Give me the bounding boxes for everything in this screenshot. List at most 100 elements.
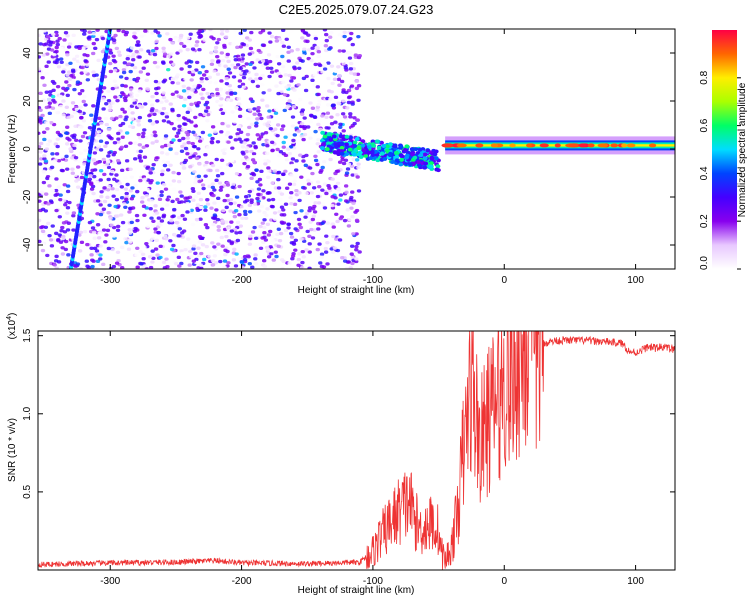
heat-cell-noise bbox=[113, 208, 118, 213]
heat-cell-noise bbox=[69, 235, 75, 240]
heat-cell-noise bbox=[232, 247, 237, 252]
heat-cell-noise bbox=[247, 210, 253, 214]
heat-cell-noise bbox=[256, 106, 261, 110]
heat-cell-noise bbox=[38, 39, 41, 43]
heat-cell-noise bbox=[124, 76, 129, 81]
heat-cell-noise bbox=[205, 106, 211, 110]
heat-cell-noise bbox=[270, 239, 276, 243]
heat-cell-noise bbox=[61, 235, 66, 239]
heat-cell-noise bbox=[159, 172, 165, 177]
snr-x-ticks: -300 -200 -100 0 100 bbox=[100, 331, 644, 587]
heat-cell-noise bbox=[79, 115, 84, 120]
heat-cell-noise bbox=[287, 73, 292, 78]
heat-cell-noise bbox=[110, 86, 116, 91]
heat-cell-noise bbox=[341, 161, 347, 166]
heat-cell-noise bbox=[191, 198, 196, 202]
heat-cell-noise bbox=[47, 233, 52, 238]
heat-cell-noise bbox=[182, 122, 187, 126]
heat-cell-noise bbox=[183, 196, 188, 200]
heat-cell-noise bbox=[244, 62, 249, 66]
heat-cell-noise bbox=[98, 253, 103, 257]
heat-cell-noise bbox=[289, 201, 294, 206]
heat-cell-noise bbox=[113, 95, 118, 99]
heat-cell-trace bbox=[352, 143, 358, 148]
heat-cell-noise bbox=[169, 247, 175, 252]
heat-cell-noise bbox=[38, 72, 42, 76]
heat-cell-noise bbox=[149, 109, 155, 113]
heat-cell-noise bbox=[128, 240, 133, 244]
heat-cell-noise bbox=[335, 181, 341, 185]
heat-cell-noise bbox=[100, 49, 106, 54]
heat-cell-noise bbox=[164, 115, 170, 119]
heat-cell-trace bbox=[393, 150, 399, 155]
heat-cell-noise bbox=[155, 65, 160, 69]
heat-cell-noise bbox=[336, 101, 342, 106]
heat-cell-noise bbox=[145, 165, 151, 169]
heat-cell-noise bbox=[242, 258, 248, 262]
heat-cell-noise bbox=[297, 198, 302, 203]
heat-cell-noise bbox=[82, 162, 87, 166]
heat-cell-noise bbox=[207, 95, 212, 99]
heat-cell-noise bbox=[152, 52, 158, 57]
heat-cell-noise bbox=[127, 227, 132, 232]
heat-cell-noise bbox=[160, 169, 165, 173]
heat-cell-noise bbox=[129, 63, 135, 67]
heat-cell-noise bbox=[205, 202, 211, 206]
heat-cell-noise bbox=[61, 198, 67, 203]
heat-cell-noise bbox=[329, 31, 334, 35]
heat-cell-noise bbox=[65, 125, 70, 129]
heat-cell-noise bbox=[284, 158, 290, 162]
heat-cell-trace bbox=[360, 143, 366, 148]
heat-cell-noise bbox=[149, 198, 155, 203]
heat-cell-noise bbox=[302, 116, 307, 120]
heat-cell-noise bbox=[113, 204, 118, 209]
heat-cell-noise bbox=[138, 70, 144, 74]
heat-cell-noise bbox=[271, 258, 276, 262]
heat-cell-noise bbox=[85, 264, 90, 268]
heat-cell-noise bbox=[216, 228, 221, 232]
heat-cell-noise bbox=[56, 185, 62, 189]
heat-cell-noise bbox=[337, 83, 342, 87]
heat-cell-noise bbox=[352, 72, 358, 76]
heat-cell-noise bbox=[317, 99, 322, 103]
heat-cell-noise bbox=[137, 115, 143, 120]
heat-cell-noise bbox=[51, 159, 56, 164]
heat-cell-noise bbox=[104, 29, 109, 34]
heat-cell-noise bbox=[201, 73, 207, 77]
heat-cell-noise bbox=[341, 49, 346, 53]
heat-cell-noise bbox=[115, 214, 120, 218]
heat-cell-noise bbox=[74, 45, 79, 49]
heat-cell-noise bbox=[316, 150, 321, 154]
heat-cell-noise bbox=[180, 144, 185, 149]
heat-cell-noise bbox=[103, 240, 108, 244]
heat-cell-noise bbox=[316, 201, 322, 205]
heat-cell-noise bbox=[43, 225, 49, 229]
heat-cell-noise bbox=[293, 175, 298, 180]
heat-cell-noise bbox=[266, 166, 271, 170]
heat-cell-noise bbox=[47, 184, 52, 188]
heat-cell-noise bbox=[114, 116, 119, 120]
heat-cell-noise bbox=[210, 125, 216, 129]
heat-cell-noise bbox=[278, 150, 284, 154]
heat-cell-noise bbox=[280, 124, 286, 128]
heat-cell-noise bbox=[161, 214, 166, 219]
heat-cell-noise bbox=[44, 147, 50, 151]
heat-cell-noise bbox=[235, 134, 241, 139]
heat-cell-noise bbox=[181, 89, 187, 93]
heat-cell-noise bbox=[131, 58, 136, 62]
carrier-hotspot bbox=[509, 143, 516, 148]
heat-cell-noise bbox=[104, 141, 110, 145]
heat-cell-noise bbox=[237, 84, 242, 89]
heat-cell-noise bbox=[352, 116, 357, 120]
heat-cell-noise bbox=[61, 113, 66, 117]
heat-cell-noise bbox=[237, 257, 242, 261]
heat-cell-noise bbox=[198, 263, 203, 267]
heat-cell-noise bbox=[52, 81, 57, 85]
heat-cell-noise bbox=[181, 136, 186, 141]
carrier-hotspot bbox=[621, 143, 628, 148]
heat-cell-noise bbox=[307, 234, 312, 238]
heat-cell-noise bbox=[310, 46, 315, 50]
heat-cell-noise bbox=[293, 227, 298, 231]
heat-cell-noise bbox=[342, 218, 348, 223]
colorbar-tick-label: 0.0 bbox=[699, 256, 710, 270]
